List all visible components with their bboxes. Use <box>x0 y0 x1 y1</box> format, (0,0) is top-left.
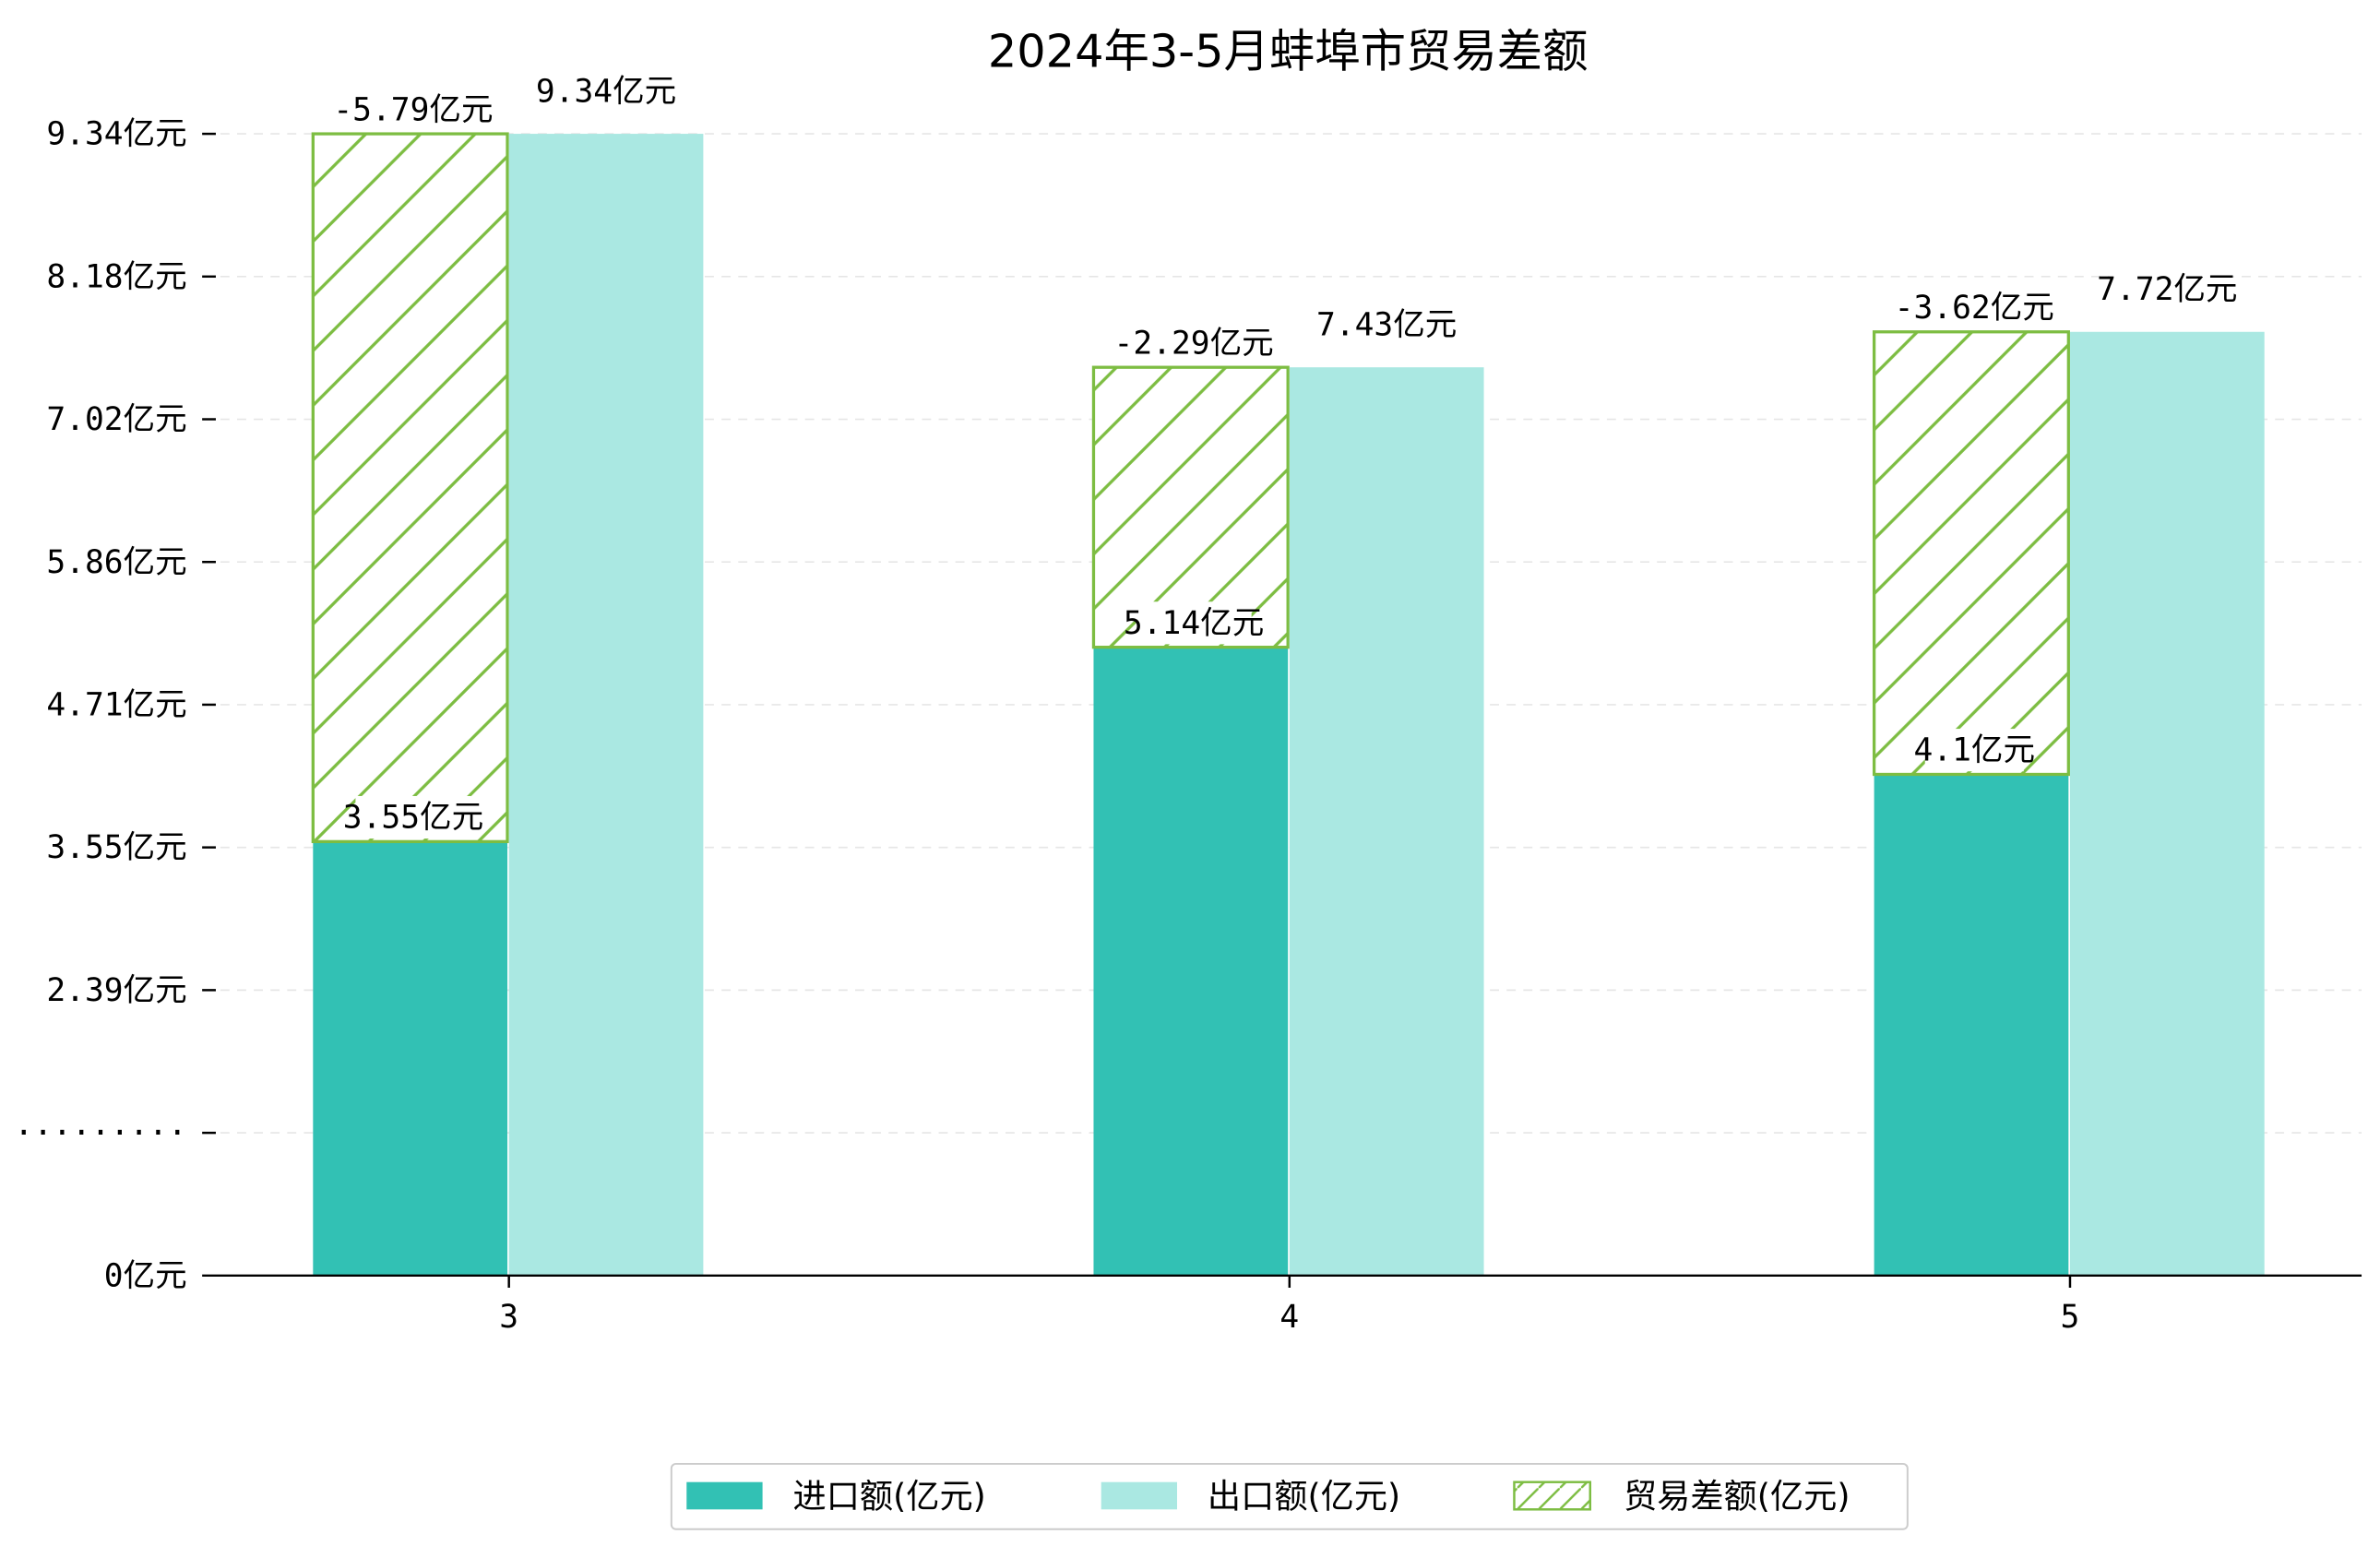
legend-label-export: 出口额(亿元) <box>1208 1477 1400 1516</box>
legend-frame <box>670 1462 1909 1530</box>
legend-label-import: 进口额(亿元) <box>793 1477 986 1516</box>
bars <box>311 132 2265 1276</box>
y-tick-label: 2.39亿元 <box>46 972 186 1009</box>
x-tick-label: 3 <box>499 1299 518 1336</box>
import-value-label-bg <box>1924 729 2024 772</box>
trade-balance-value-label: -5.79亿元 <box>333 91 493 128</box>
legend-swatch-export <box>1101 1481 1178 1510</box>
export-value-label-bg <box>2109 268 2225 311</box>
export-value-label-bg <box>1328 303 1445 347</box>
export-value-label: 9.34亿元 <box>536 74 676 111</box>
import-bar <box>1874 774 2069 1276</box>
import-value-label-bg <box>1136 601 1252 645</box>
import-value-label: 3.55亿元 <box>343 800 483 837</box>
y-tick-label: 4.71亿元 <box>46 686 186 723</box>
y-tick-label: ········· <box>14 1115 186 1152</box>
x-tick-label: 4 <box>1279 1299 1299 1336</box>
export-value-label-bg <box>548 69 664 113</box>
trade-balance-value-label-bg <box>347 88 480 131</box>
y-tick-label: 5.86亿元 <box>46 544 186 581</box>
trade-balance-bar <box>311 132 509 844</box>
legend-label-balance: 贸易差额(亿元) <box>1624 1477 1850 1516</box>
y-tick-label: 0亿元 <box>104 1257 187 1294</box>
export-value-label: 7.72亿元 <box>2097 271 2237 308</box>
import-bar <box>1093 647 1289 1276</box>
legend-swatch-import <box>686 1481 763 1510</box>
y-axis: 0亿元 ········· 2.39亿元 3.55亿元 4.71亿元 5.86亿元 7.02… <box>14 116 216 1294</box>
import-value-label: 5.14亿元 <box>1124 605 1264 642</box>
y-tick-label: 9.34亿元 <box>46 116 186 153</box>
trade-balance-value-label-bg <box>1908 286 2041 329</box>
export-bar <box>508 134 704 1276</box>
y-tick-label: 7.02亿元 <box>46 401 186 438</box>
y-tick-label: 3.55亿元 <box>46 829 186 866</box>
trade-balance-value-label: -2.29亿元 <box>1114 325 1274 362</box>
import-bar <box>313 841 508 1276</box>
legend: 进口额(亿元) 出口额(亿元) 贸易差额(亿元) <box>670 1462 1909 1530</box>
trade-balance-value-label: -3.62亿元 <box>1895 290 2054 327</box>
chart-title: 2024年3-5月蚌埠市贸易差额 <box>988 24 1589 77</box>
import-value-label-bg <box>355 795 471 839</box>
x-axis: 3 4 5 <box>499 1275 2080 1336</box>
trade-balance-bar <box>1872 330 2070 777</box>
export-bar <box>2069 331 2265 1276</box>
import-value-label: 4.1亿元 <box>1913 732 2035 769</box>
x-tick-label: 5 <box>2061 1299 2080 1336</box>
legend-swatch-balance <box>1513 1481 1592 1511</box>
data-labels: 3.55亿元 -5.79亿元 9.34亿元 5.14亿元 -2.29亿元 7.43亿元 4.… <box>333 69 2238 839</box>
trade-balance-value-label-bg <box>1127 321 1260 364</box>
export-value-label: 7.43亿元 <box>1316 307 1457 344</box>
trade-balance-bar <box>1091 365 1290 649</box>
y-tick-label: 8.18亿元 <box>46 258 186 295</box>
export-bar <box>1289 367 1484 1276</box>
